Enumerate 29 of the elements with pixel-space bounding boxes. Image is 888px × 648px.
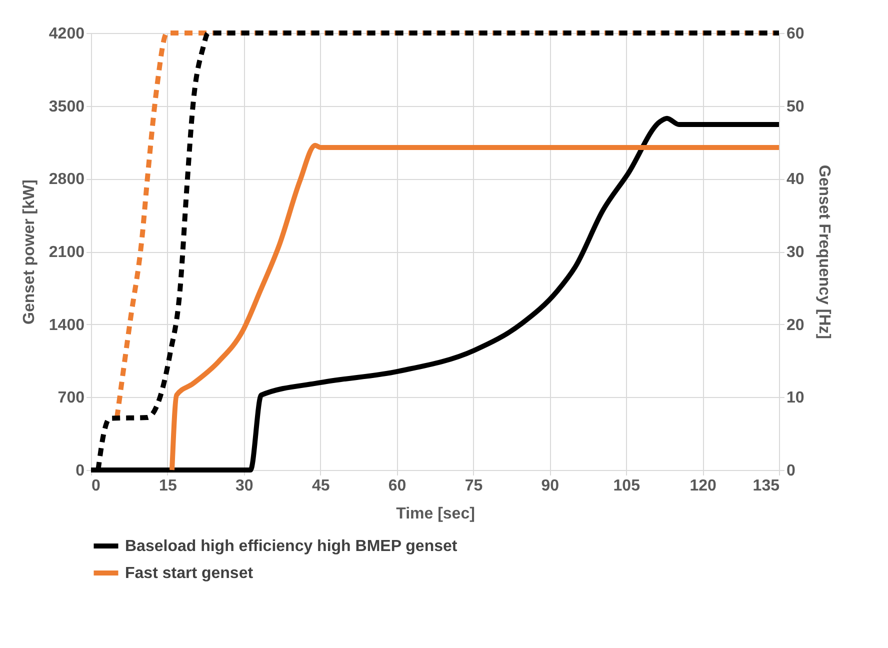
y2-axis-title: Genset Frequency [Hz] bbox=[815, 164, 832, 340]
y2-tick-label: 60 bbox=[786, 26, 804, 42]
y2-tick-label: 10 bbox=[786, 390, 804, 407]
y-tick-label: 2800 bbox=[48, 171, 85, 188]
y-tick-label: 4200 bbox=[48, 26, 85, 42]
x-tick-label: 45 bbox=[312, 478, 330, 494]
y-tick-label: 700 bbox=[58, 390, 85, 407]
x-tick-label: 105 bbox=[613, 478, 640, 494]
y2-tick-label: 0 bbox=[786, 462, 796, 480]
y2-tick-label: 50 bbox=[786, 98, 804, 116]
x-axis-title: Time [sec] bbox=[396, 506, 475, 522]
x-tick-label: 15 bbox=[159, 478, 177, 494]
y2-tick-label: 30 bbox=[786, 244, 804, 261]
y-tick-label: 3500 bbox=[48, 98, 85, 116]
legend-label: Fast start genset bbox=[125, 565, 254, 582]
x-tick-label: 135 bbox=[752, 478, 780, 494]
x-tick-label: 75 bbox=[464, 478, 483, 494]
x-tick-label: 90 bbox=[541, 478, 560, 494]
y2-tick-label: 20 bbox=[786, 316, 804, 334]
x-tick-label: 120 bbox=[690, 478, 716, 494]
y-tick-label: 1400 bbox=[48, 316, 85, 334]
y-tick-label: 2100 bbox=[48, 244, 85, 261]
x-tick-label: 60 bbox=[388, 478, 406, 494]
y-tick-label: 0 bbox=[76, 462, 85, 480]
y-axis-title: Genset power [kW] bbox=[20, 180, 38, 324]
y2-tick-label: 40 bbox=[786, 171, 804, 188]
x-tick-label: 0 bbox=[92, 478, 100, 494]
legend-label: Baseload high efficiency high BMEP genset bbox=[125, 538, 458, 555]
x-tick-label: 30 bbox=[235, 478, 254, 494]
